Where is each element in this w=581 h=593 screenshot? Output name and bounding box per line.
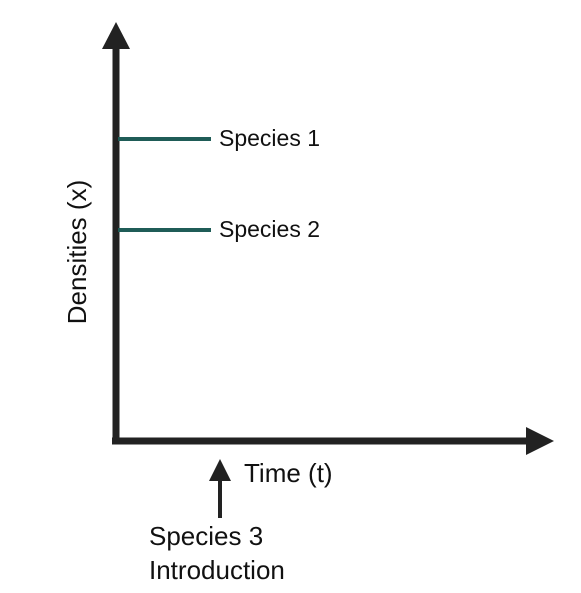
- x-axis-arrowhead: [526, 427, 554, 455]
- x-axis-label: Time (t): [244, 458, 333, 488]
- event-label-line1: Species 3: [149, 521, 263, 551]
- species-2-label: Species 2: [219, 216, 320, 242]
- species-1-label: Species 1: [219, 125, 320, 151]
- y-axis-label: Densities (x): [62, 180, 92, 324]
- event-label-line2: Introduction: [149, 555, 285, 585]
- y-axis-arrowhead: [102, 22, 130, 49]
- event-arrow-icon: [209, 459, 231, 481]
